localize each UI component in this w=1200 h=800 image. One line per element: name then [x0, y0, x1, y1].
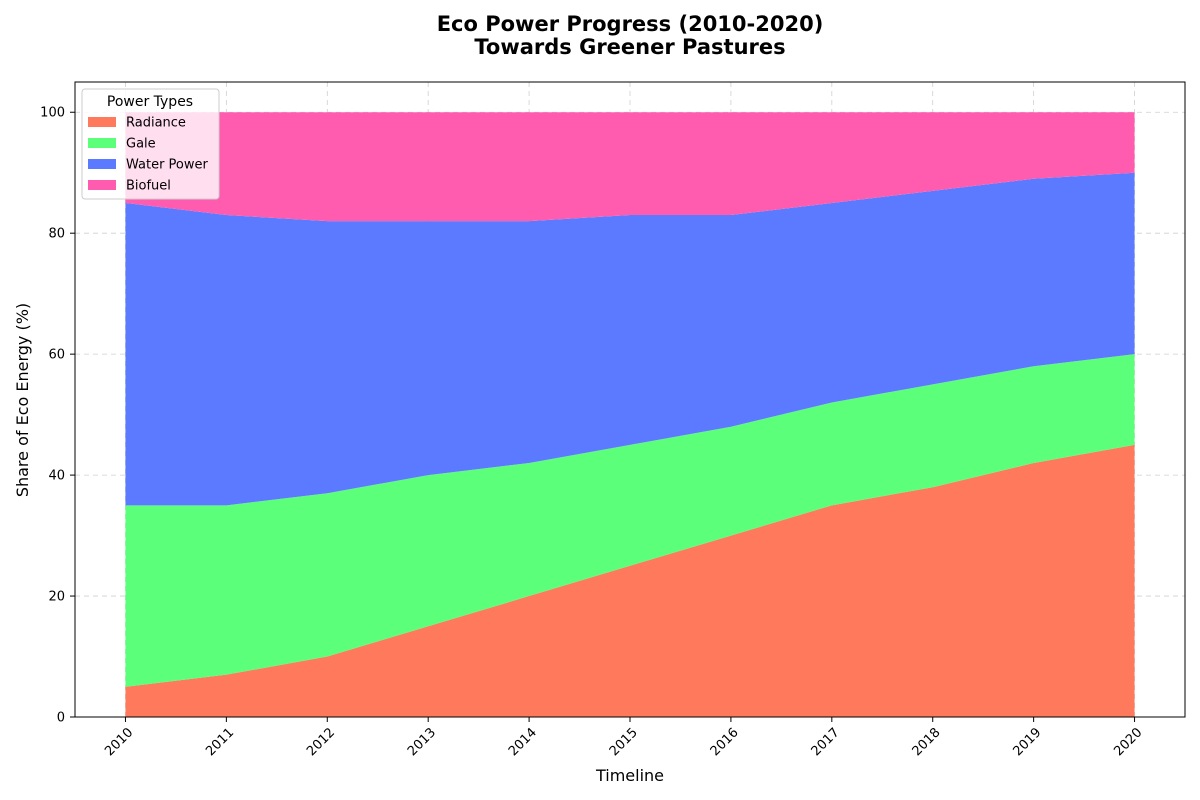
y-tick-label: 80 — [48, 227, 65, 242]
x-tick-label: 2018 — [910, 725, 944, 759]
legend-swatch-water-power — [88, 159, 116, 169]
x-tick-label: 2015 — [607, 725, 641, 759]
x-tick-label: 2013 — [405, 725, 439, 759]
legend-swatch-gale — [88, 138, 116, 148]
y-tick-label: 40 — [48, 469, 65, 484]
legend-title: Power Types — [107, 94, 193, 110]
legend-swatch-biofuel — [88, 180, 116, 190]
y-tick-label: 20 — [48, 590, 65, 605]
legend: Power Types Radiance Gale Water Power Biofu… — [81, 88, 220, 200]
x-tick-label: 2020 — [1111, 725, 1145, 759]
chart-subtitle: Towards Greener Pastures — [474, 35, 785, 59]
x-tick-label: 2011 — [203, 725, 237, 759]
y-tick-label: 0 — [57, 711, 65, 726]
y-tick-label: 60 — [48, 348, 65, 363]
area-series-water-power — [125, 172, 1135, 506]
x-tick-label: 2014 — [506, 725, 540, 759]
legend-label-biofuel: Biofuel — [126, 179, 171, 194]
legend-items: Radiance Gale Water Power Biofuel — [88, 116, 209, 194]
area-layer — [125, 112, 1135, 717]
legend-label-gale: Gale — [126, 137, 156, 152]
x-tick-label: 2019 — [1010, 725, 1044, 759]
y-tick-label: 100 — [40, 106, 65, 121]
x-tick-label: 2010 — [102, 725, 136, 759]
legend-label-radiance: Radiance — [126, 116, 186, 131]
area-series-biofuel — [125, 112, 1135, 222]
y-axis-label: Share of Eco Energy (%) — [13, 303, 32, 497]
x-tick-label: 2016 — [708, 725, 742, 759]
x-tick-label: 2017 — [809, 725, 843, 759]
legend-box — [81, 88, 220, 200]
area-series-gale — [125, 354, 1135, 687]
area-series-radiance — [125, 444, 1135, 717]
chart-title: Eco Power Progress (2010-2020) — [437, 12, 824, 36]
legend-swatch-radiance — [88, 117, 116, 127]
x-tick-label: 2012 — [304, 725, 338, 759]
legend-label-water-power: Water Power — [126, 158, 209, 173]
x-axis-label: Timeline — [595, 766, 664, 785]
